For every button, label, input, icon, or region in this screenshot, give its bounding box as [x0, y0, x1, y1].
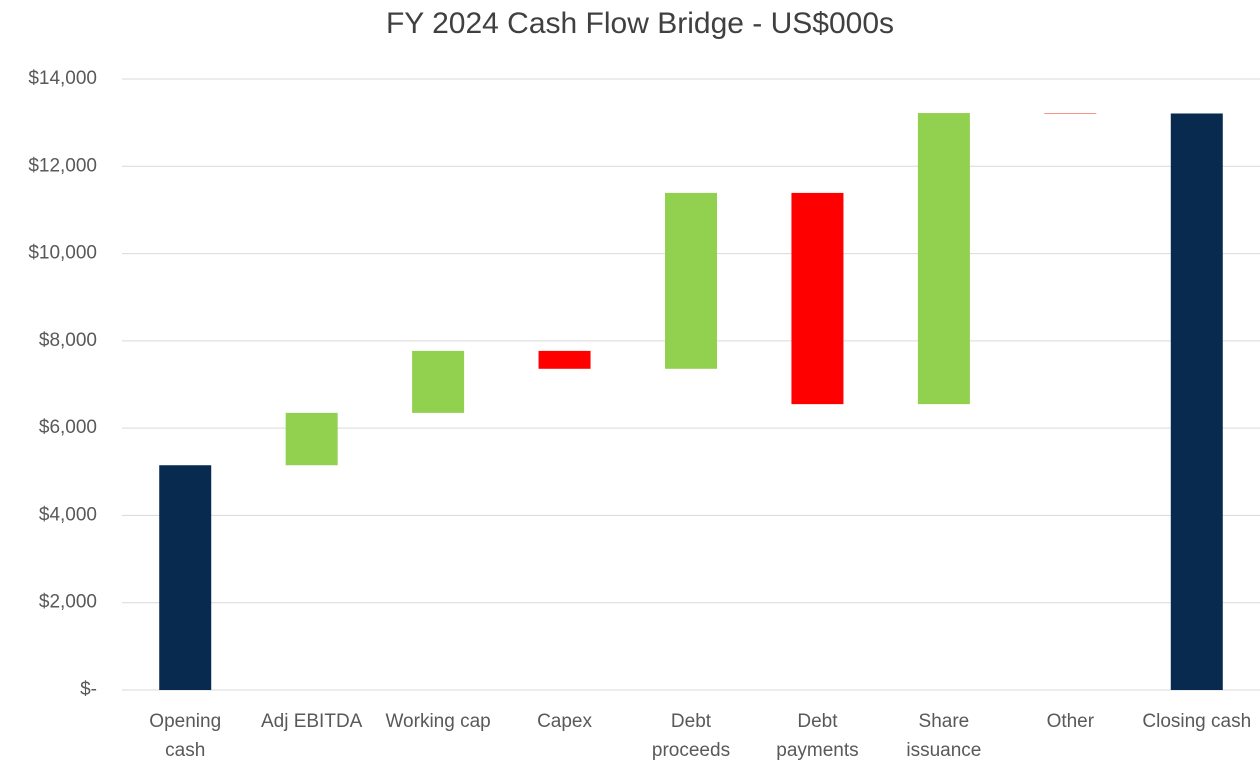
bar	[538, 350, 591, 369]
x-tick-label: Opening cash	[149, 711, 222, 761]
x-tick-label: Working cap	[385, 711, 491, 732]
bar	[791, 192, 844, 405]
bar	[917, 113, 970, 405]
x-tick-label: Debt payments	[776, 711, 859, 761]
x-tick-label: Adj EBITDA	[260, 711, 363, 732]
bar	[665, 192, 717, 369]
y-tick-label: $2,000	[39, 592, 97, 613]
bar	[159, 465, 212, 690]
y-tick-label: $8,000	[39, 330, 97, 351]
bar	[285, 412, 338, 466]
y-tick-label: $4,000	[39, 504, 97, 525]
y-tick-label: $-	[80, 679, 97, 700]
x-tick-label: Closing cash	[1142, 711, 1252, 732]
bar	[412, 350, 465, 413]
x-tick-label: Capex	[537, 711, 592, 732]
x-tick-label: Other	[1046, 711, 1095, 732]
x-tick-label: Debt proceeds	[651, 711, 731, 761]
y-tick-label: $10,000	[28, 243, 97, 264]
bar	[1170, 113, 1223, 691]
x-tick-label: Share issuance	[906, 711, 982, 761]
chart-title: FY 2024 Cash Flow Bridge - US$000s	[386, 7, 894, 40]
y-tick-label: $6,000	[39, 417, 97, 438]
y-tick-label: $14,000	[28, 68, 97, 89]
y-tick-label: $12,000	[28, 155, 97, 176]
